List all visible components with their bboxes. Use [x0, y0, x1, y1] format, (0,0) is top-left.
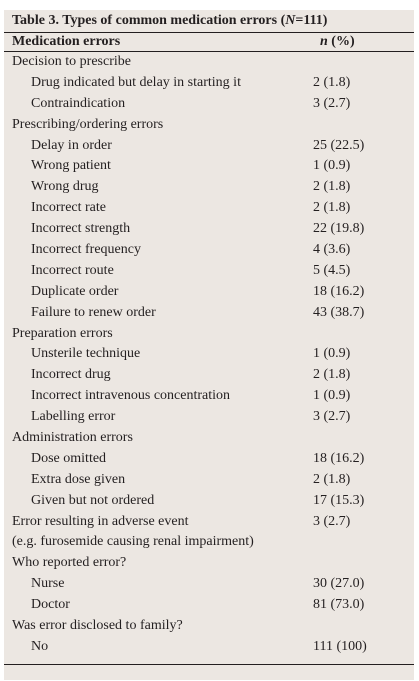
row-label: Incorrect strength	[31, 221, 131, 237]
row-label: Doctor	[31, 597, 70, 613]
row-value: 18 (16.2)	[313, 450, 365, 466]
table-row: Wrong drug 2 (1.8)	[4, 177, 414, 198]
table-row: Extra dose given 2 (1.8)	[4, 470, 414, 491]
row-value: 4 (3.6)	[313, 242, 351, 258]
row-label: Wrong patient	[31, 158, 111, 174]
row-value: 3 (2.7)	[313, 95, 351, 111]
row-label: Incorrect route	[31, 262, 114, 278]
row-label: Incorrect intravenous concentration	[31, 388, 231, 404]
row-label: Given but not ordered	[31, 492, 155, 508]
row-label: No	[31, 638, 49, 654]
table-row: Failure to renew order 43 (38.7)	[4, 303, 414, 324]
row-label: Drug indicated but delay in starting it	[31, 74, 241, 90]
row-value: 1 (0.9)	[313, 388, 351, 404]
row-value: 43 (38.7)	[313, 304, 365, 320]
row-label: Delay in order	[31, 137, 112, 153]
table-bottom-rule	[4, 663, 414, 665]
row-value: 2 (1.8)	[313, 179, 351, 195]
table-caption: Table 3. Types of common medication erro…	[4, 10, 414, 33]
table-row: Dose omitted 18 (16.2)	[4, 449, 414, 470]
row-value	[305, 428, 313, 449]
row-value	[305, 532, 313, 553]
row-value	[305, 52, 313, 73]
row-value: 3 (2.7)	[313, 409, 351, 425]
row-value: 2 (1.8)	[313, 200, 351, 216]
row-label: Preparation errors	[12, 325, 113, 341]
row-value: 18 (16.2)	[313, 283, 365, 299]
header-n-percent: n (%)	[312, 33, 355, 51]
table-row: Who reported error?	[4, 553, 414, 574]
table-row: (e.g. furosemide causing renal impairmen…	[4, 532, 414, 553]
row-value	[305, 553, 313, 574]
table-row: Duplicate order 18 (16.2)	[4, 282, 414, 303]
row-label: Labelling error	[31, 409, 116, 425]
row-value: 2 (1.8)	[313, 74, 351, 90]
row-label: Unsterile technique	[31, 346, 141, 362]
row-value: 30 (27.0)	[313, 576, 365, 592]
table-row: Decision to prescribe	[4, 52, 414, 73]
row-value	[305, 616, 313, 637]
row-label: Error resulting in adverse event	[12, 513, 189, 529]
caption-suffix: =111)	[295, 13, 328, 28]
row-label: Incorrect drug	[31, 367, 111, 383]
table-row: Error resulting in adverse event 3 (2.7)	[4, 512, 414, 533]
table-row: Incorrect drug 2 (1.8)	[4, 365, 414, 386]
table-row: Incorrect strength 22 (19.8)	[4, 219, 414, 240]
table-row: Labelling error 3 (2.7)	[4, 407, 414, 428]
table-header: Medication errors n (%)	[4, 33, 414, 52]
row-label: Duplicate order	[31, 283, 119, 299]
medication-errors-table: Table 3. Types of common medication erro…	[4, 10, 414, 680]
row-label: Who reported error?	[12, 555, 127, 571]
row-label: (e.g. furosemide causing renal impairmen…	[12, 534, 254, 550]
table-row: Administration errors	[4, 428, 414, 449]
table-row: Was error disclosed to family?	[4, 616, 414, 637]
table-row: Delay in order 25 (22.5)	[4, 136, 414, 157]
row-value: 3 (2.7)	[313, 513, 351, 529]
table-row: Incorrect route 5 (4.5)	[4, 261, 414, 282]
row-label: Contraindication	[31, 95, 126, 111]
row-label: Dose omitted	[31, 450, 107, 466]
row-value	[305, 115, 313, 136]
caption-n: N	[285, 13, 296, 28]
table-row: Given but not ordered 17 (15.3)	[4, 491, 414, 512]
row-value: 1 (0.9)	[313, 346, 351, 362]
row-label: Was error disclosed to family?	[12, 618, 183, 634]
table-row: Doctor 81 (73.0)	[4, 595, 414, 616]
caption-prefix: Table 3. Types of common medication erro…	[12, 13, 286, 28]
row-label: Decision to prescribe	[12, 54, 131, 69]
row-value	[305, 324, 313, 345]
row-label: Nurse	[31, 576, 65, 592]
row-value: 111 (100)	[313, 638, 367, 654]
row-value: 22 (19.8)	[313, 221, 365, 237]
table-row: Nurse 30 (27.0)	[4, 574, 414, 595]
row-label: Failure to renew order	[31, 304, 156, 320]
table-row: Prescribing/ordering errors	[4, 115, 414, 136]
row-label: Incorrect frequency	[31, 242, 141, 258]
table-row: Drug indicated but delay in starting it 2…	[4, 73, 414, 94]
row-label: Wrong drug	[31, 179, 99, 195]
row-label: Extra dose given	[31, 471, 126, 487]
header-percent: (%)	[327, 34, 355, 49]
row-value: 1 (0.9)	[313, 158, 351, 174]
table-row: Unsterile technique 1 (0.9)	[4, 344, 414, 365]
table-row: Incorrect frequency 4 (3.6)	[4, 240, 414, 261]
row-value: 17 (15.3)	[313, 492, 365, 508]
row-value: 81 (73.0)	[313, 597, 365, 613]
row-value: 25 (22.5)	[313, 137, 365, 153]
row-value: 2 (1.8)	[313, 471, 351, 487]
table-row: Incorrect rate 2 (1.8)	[4, 198, 414, 219]
table-row: Contraindication 3 (2.7)	[4, 94, 414, 115]
header-n: n	[320, 34, 328, 49]
table-row: Wrong patient 1 (0.9)	[4, 156, 414, 177]
table-row: No 111 (100)	[4, 637, 414, 658]
table-row: Preparation errors	[4, 324, 414, 345]
row-value: 5 (4.5)	[313, 262, 351, 278]
row-label: Incorrect rate	[31, 200, 106, 216]
row-label: Administration errors	[12, 430, 133, 446]
header-medication-errors: Medication errors	[12, 34, 121, 49]
table-body: Decision to prescribe Drug indicated but …	[4, 52, 414, 658]
row-value: 2 (1.8)	[313, 367, 351, 383]
row-label: Prescribing/ordering errors	[12, 116, 164, 132]
table-row: Incorrect intravenous concentration 1 (0.…	[4, 386, 414, 407]
